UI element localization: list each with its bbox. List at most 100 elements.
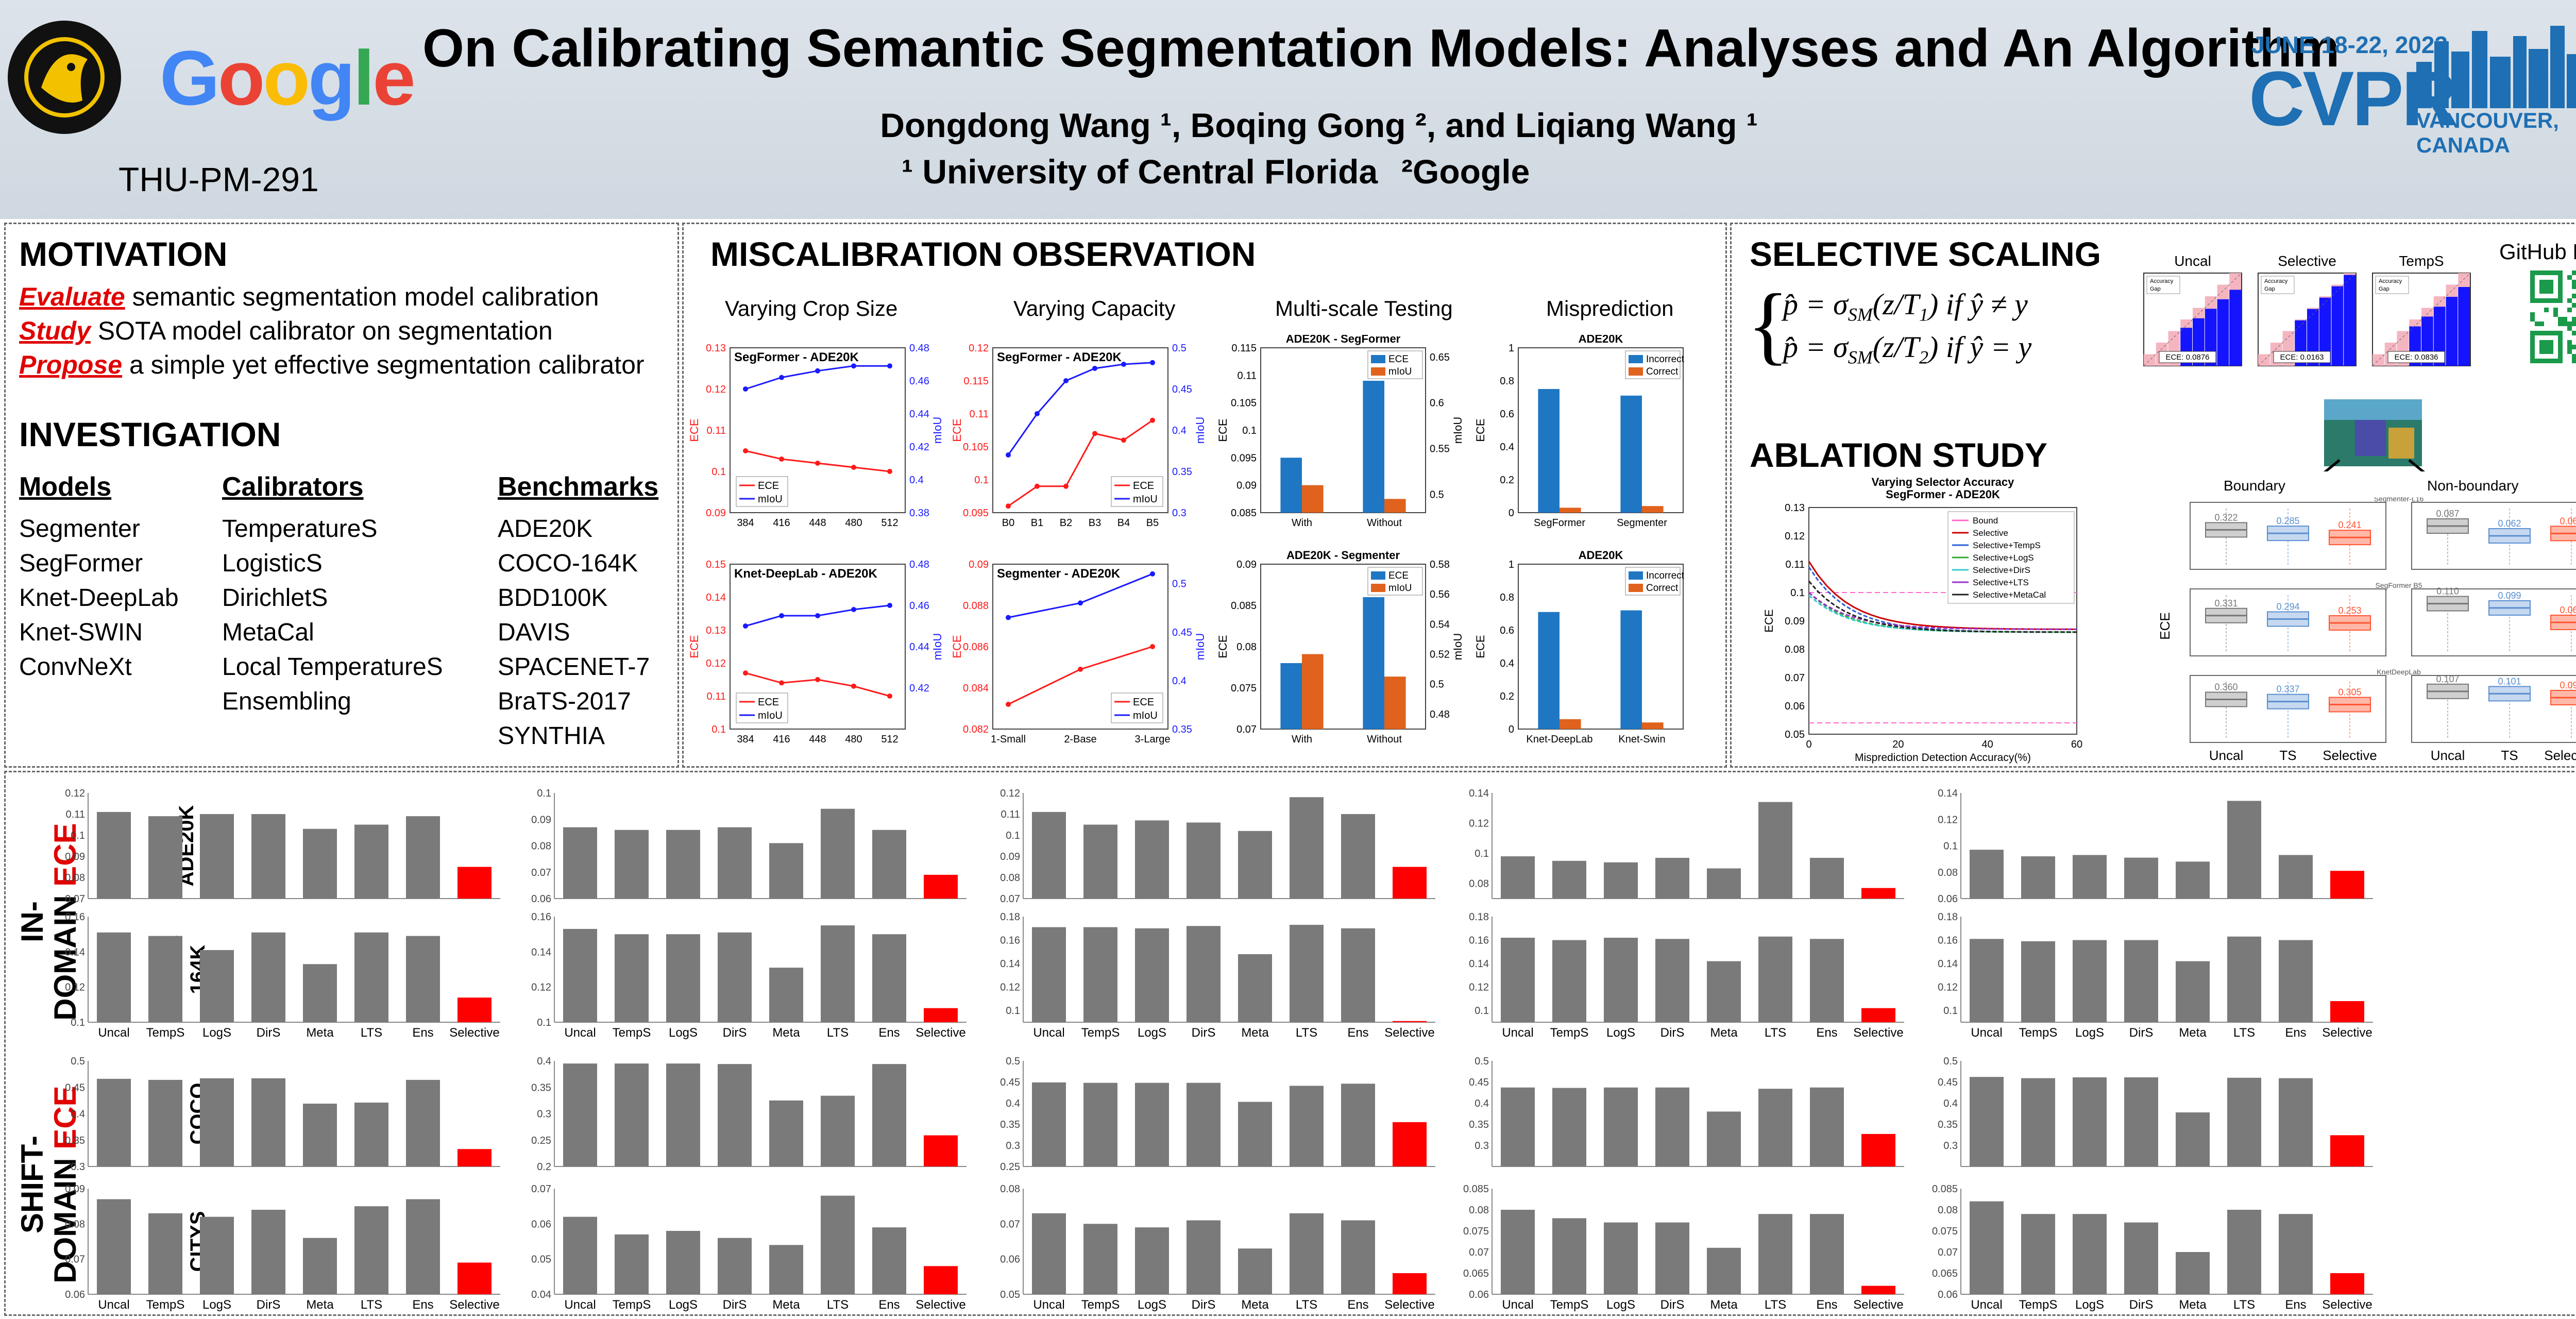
bar	[2124, 1222, 2158, 1294]
data-point	[1006, 503, 1011, 509]
benchmark-item: SPACENET-7	[498, 653, 650, 681]
y-tick-label: 0.115	[1231, 343, 1257, 354]
y-tick-label: 0.2	[1500, 691, 1514, 702]
ece-value: ECE: 0.0163	[2280, 353, 2324, 362]
x-tick-label: LogS	[1138, 1298, 1166, 1312]
y-tick-label: 0.12	[531, 982, 551, 993]
x-tick-label: TempS	[1550, 1298, 1589, 1312]
y-tick-label: 0.45	[65, 1082, 85, 1093]
bar	[2279, 1214, 2313, 1294]
y-tick-label: 0.14	[1469, 958, 1489, 970]
bar	[1604, 1087, 1638, 1166]
x-tick-label: DirS	[1192, 1026, 1216, 1040]
ece-value: ECE: 0.0876	[2165, 353, 2209, 362]
x-tick-label: Ens	[1816, 1298, 1837, 1312]
x-tick-label: B4	[1117, 517, 1130, 529]
y-tick-label: 0.18	[1938, 911, 1958, 923]
y-tick-label: 0.12	[706, 384, 726, 395]
col-title-capacity: Varying Capacity	[1013, 296, 1176, 320]
bar	[148, 1213, 182, 1294]
y-tick-label: 0.1	[537, 1017, 551, 1028]
x-tick-label: B1	[1031, 517, 1043, 529]
y-tick-label: 0.11	[1238, 370, 1257, 381]
x-tick-label: B2	[1060, 517, 1072, 529]
y2-axis-label: mIoU	[1194, 633, 1207, 661]
x-tick-label: Uncal	[564, 1026, 596, 1040]
x-tick-label: Meta	[1241, 1298, 1269, 1312]
y-tick-label: 0.14	[1938, 958, 1958, 970]
boxplot-row-title: KnetDeepLab	[2377, 668, 2421, 676]
results-bar-grid: ADE20KCOCO-164KADE-COCOBDD-CITYS0.070.08…	[65, 788, 2373, 1312]
qr-module	[2572, 270, 2576, 275]
bar	[1341, 1084, 1375, 1166]
bar	[1032, 811, 1066, 899]
data-point	[851, 465, 856, 470]
y-tick-label: 0.1	[1790, 587, 1805, 599]
chart-title: ADE20K - Segmenter	[1286, 549, 1400, 562]
bar	[1970, 1077, 2004, 1166]
bar	[2021, 941, 2055, 1022]
bar	[200, 1078, 234, 1166]
y2-tick-label: 0.42	[909, 683, 929, 694]
bar	[2330, 871, 2364, 899]
bar	[2176, 961, 2210, 1022]
x-tick-label: LogS	[202, 1298, 231, 1312]
data-point	[815, 368, 820, 374]
bar	[615, 934, 649, 1022]
y-tick-label: 0.09	[1236, 480, 1257, 492]
github-qr-code[interactable]	[2530, 270, 2576, 363]
boundary-label: Boundary	[2224, 478, 2285, 494]
bar	[1707, 961, 1741, 1022]
y-tick-label: 0.07	[65, 1254, 85, 1265]
data-point	[779, 456, 784, 462]
benchmark-item: ADE20K	[498, 515, 593, 543]
x-tick-label: Uncal	[1033, 1298, 1064, 1312]
y-tick-label: 0.065	[1932, 1268, 1958, 1279]
accuracy-bar	[2446, 297, 2458, 366]
bar	[1135, 1227, 1169, 1294]
bar	[354, 1206, 388, 1294]
x-tick-label: TempS	[146, 1026, 185, 1040]
median-value: 0.331	[2214, 598, 2238, 608]
x-axis-label: Misprediction Detection Accuracy(%)	[1855, 752, 2031, 764]
median-value: 0.110	[2436, 586, 2459, 597]
data-point	[743, 448, 748, 453]
motivation-item: Evaluate semantic segmentation model cal…	[19, 282, 599, 311]
bar	[303, 1104, 337, 1166]
bar	[2227, 936, 2261, 1022]
benchmark-item: COCO-164K	[498, 550, 638, 577]
legend-label: Selective+DirS	[1973, 565, 2030, 575]
x-tick-label: Selective	[449, 1298, 499, 1312]
x-tick-label: SegFormer	[1534, 517, 1585, 529]
benchmarks-column: Benchmarks ADE20K COCO-164K BDD100K DAVI…	[498, 471, 658, 753]
y-tick-label: 0.12	[706, 658, 726, 669]
legend-label: Correct	[1646, 583, 1679, 594]
y-tick-label: 0.11	[1001, 809, 1020, 820]
affiliation-ucf: ¹ University of Central Florida	[902, 153, 1378, 191]
y-tick-label: 0.1	[1475, 1005, 1489, 1017]
investigation-title: INVESTIGATION	[19, 415, 281, 453]
median-value: 0.322	[2214, 512, 2238, 522]
qr-module	[2544, 308, 2549, 312]
median-value: 0.241	[2338, 520, 2361, 530]
boxplot-row-title: SegFormer B5	[2375, 581, 2422, 589]
data-point	[887, 694, 892, 699]
data-point	[887, 469, 892, 474]
selective-title: SELECTIVE SCALING	[1750, 235, 2102, 273]
x-tick-label: 20	[1892, 739, 1904, 750]
bar	[1810, 1087, 1844, 1166]
y-tick-label: 0.06	[65, 1289, 85, 1300]
y-tick-label: 0.11	[707, 691, 726, 702]
x-tick-label: DirS	[2129, 1298, 2154, 1312]
y-tick-label: 0.6	[1500, 409, 1514, 420]
y-tick-label: 0.11	[1786, 559, 1805, 570]
models-column: Models Segmenter SegFormer Knet-DeepLab …	[19, 471, 179, 684]
y-tick-label: 0.07	[1000, 893, 1020, 905]
y-tick-label: 0.5	[1475, 1056, 1489, 1067]
bar-correct	[1560, 719, 1581, 729]
y-axis-label: ECE	[1474, 418, 1487, 442]
bar	[1970, 1201, 2004, 1294]
x-tick-label: Meta	[2179, 1026, 2207, 1040]
x-tick-label: TempS	[1081, 1298, 1120, 1312]
bar	[563, 827, 597, 899]
